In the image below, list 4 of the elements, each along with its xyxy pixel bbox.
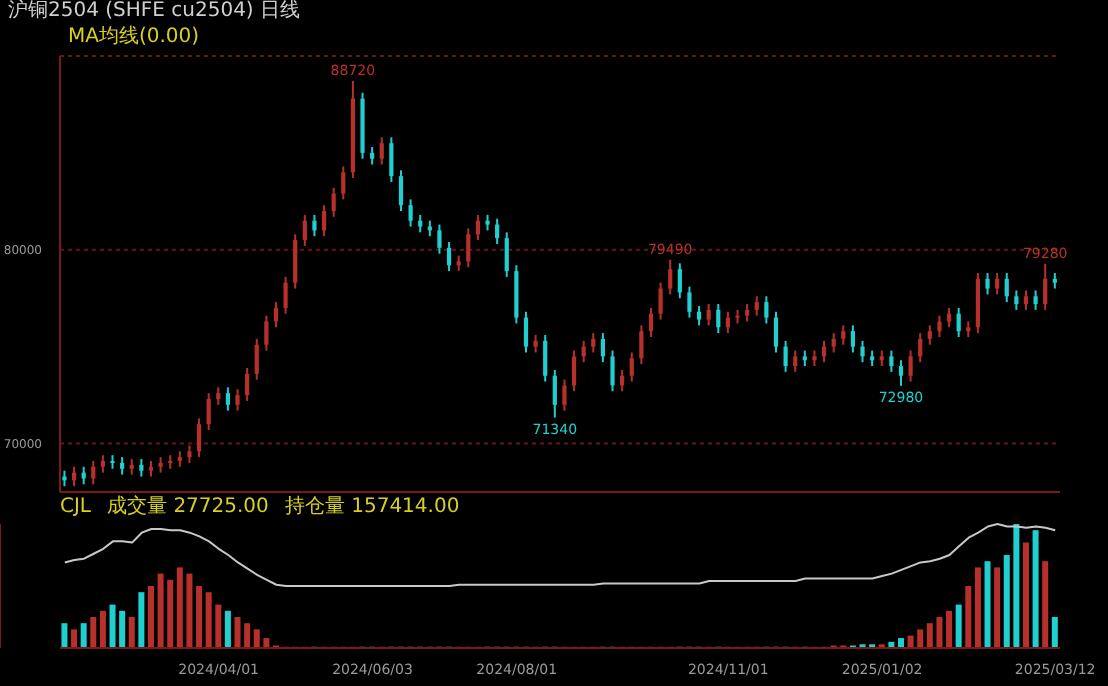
text: 成交量 27725.00 xyxy=(107,496,269,520)
text: 持仓量 157414.00 xyxy=(284,496,460,520)
text: CJL xyxy=(60,496,92,520)
text: MA均线(0.00) xyxy=(68,26,200,50)
